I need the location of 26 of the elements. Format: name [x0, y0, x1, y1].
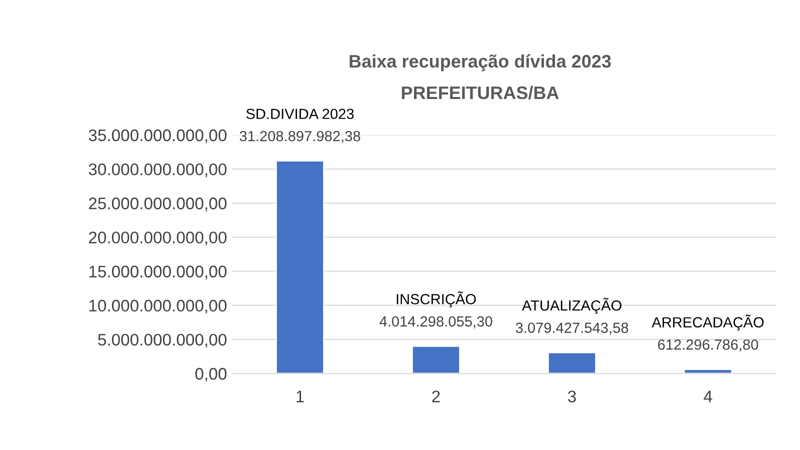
chart-subtitle: PREFEITURAS/BA: [402, 86, 559, 100]
bar: [684, 368, 732, 374]
y-tick-label: 0,00: [195, 368, 226, 382]
annotation: INSCRIÇÃO: [396, 291, 476, 308]
data-label: 31.208.897.982,38: [240, 130, 360, 144]
y-tick-label: 20.000.000.000,00: [88, 232, 226, 246]
annotation: ATUALIZAÇÃO: [522, 298, 622, 314]
y-tick-label: 10.000.000.000,00: [89, 300, 226, 314]
x-tick-label: 3: [568, 390, 576, 402]
data-label: 3.079.427.543,58: [516, 322, 628, 335]
data-label: 4.014.298.055,30: [380, 316, 492, 328]
y-tick-label: 5.000.000.000,00: [98, 334, 226, 348]
x-tick-label: 4: [704, 390, 712, 402]
bar: [276, 160, 324, 374]
data-label: 612.296.786,80: [658, 339, 758, 352]
y-tick-label: 35.000.000.000,00: [88, 129, 226, 144]
y-tick-label: 15.000.000.000,00: [89, 266, 226, 280]
y-tick-label: 25.000.000.000,00: [88, 198, 226, 212]
bar: [548, 352, 596, 374]
x-tick-label: 1: [296, 390, 304, 402]
chart-title: Baixa recuperação dívida 2023: [350, 54, 611, 72]
bar: [412, 345, 460, 374]
y-tick-label: 30.000.000.000,00: [88, 163, 226, 178]
annotation: ARRECADAÇÃO: [652, 314, 764, 330]
annotation: SD.DIVIDA 2023: [246, 108, 354, 120]
x-tick-label: 2: [432, 390, 440, 402]
